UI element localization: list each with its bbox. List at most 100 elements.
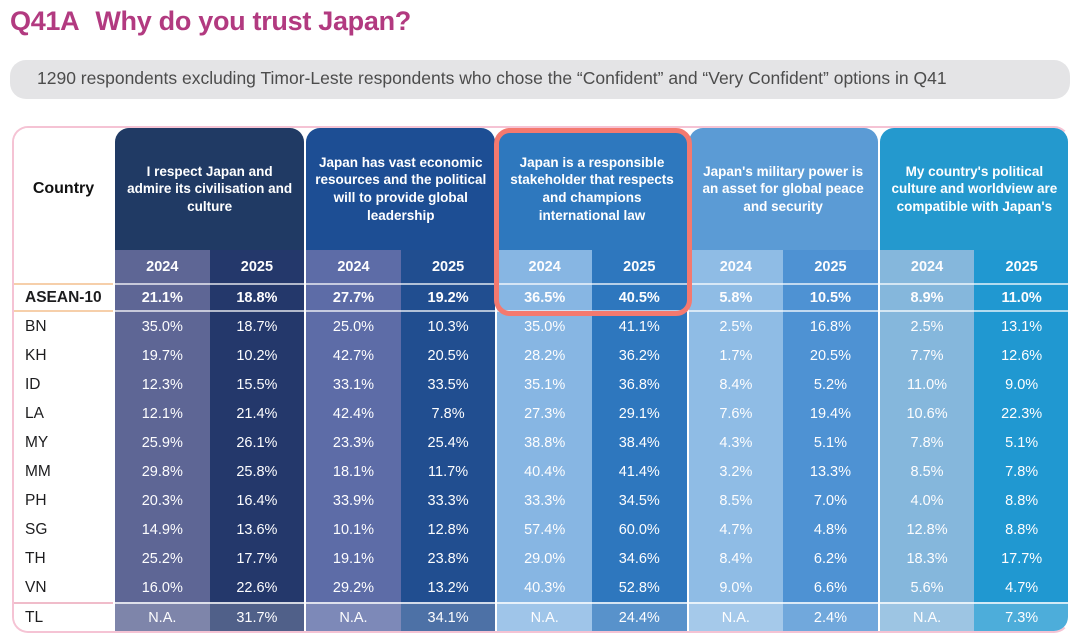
value-group: 20.3% 16.4% [115,486,305,515]
value-cell: 36.8% [591,370,687,399]
value-group: 33.9% 33.3% [306,486,496,515]
value-cell: 38.4% [591,428,687,457]
value-cell: 10.5% [783,283,878,312]
value-cell: 18.3% [879,544,975,573]
value-cell: 34.6% [591,544,687,573]
value-group: 29.0% 34.6% [497,544,687,573]
row-country-label: LA [14,399,113,428]
value-cell: 16.0% [115,573,210,602]
value-cell: 6.6% [783,573,878,602]
value-group: 19.1% 23.8% [306,544,496,573]
value-cell: 36.5% [497,283,592,312]
country-column-header: Country [14,128,113,250]
value-cell: 21.1% [115,283,210,312]
value-cell: 5.1% [783,428,878,457]
table-header-row: Country I respect Japan and admire its ci… [14,128,1068,250]
value-group: 8.5% 7.8% [879,457,1068,486]
value-cell: 35.1% [497,370,592,399]
value-cell: 3.2% [688,457,784,486]
row-country-label: PH [14,486,113,515]
value-group: 33.1% 33.5% [306,370,496,399]
table-row: KH 19.7% 10.2% 42.7% 20.5% 28.2% 36.2% 1.7% 20.5… [14,341,1068,370]
value-group: N.A. 2.4% [688,602,878,631]
value-group: 2.5% 13.1% [879,312,1068,341]
value-cell: 52.8% [591,573,687,602]
value-cell: 4.7% [688,515,784,544]
value-cell: 6.2% [783,544,878,573]
country-column-spacer [14,250,113,283]
value-cell: 7.7% [879,341,975,370]
value-group: 40.4% 41.4% [497,457,687,486]
year-group: 2024 2025 [497,250,687,283]
value-cell: 57.4% [497,515,592,544]
column-group-header: I respect Japan and admire its civilisat… [115,128,305,250]
row-country-label: MM [14,457,113,486]
row-country-label: VN [14,573,113,602]
value-cell: 4.8% [783,515,878,544]
value-cell: 8.8% [974,515,1068,544]
table-row: MY 25.9% 26.1% 23.3% 25.4% 38.8% 38.4% 4.3% 5.1%… [14,428,1068,457]
row-country-label: ID [14,370,113,399]
row-country-label: ASEAN-10 [14,283,113,312]
value-cell: 5.1% [974,428,1068,457]
value-cell: 35.0% [115,312,210,341]
table-row: SG 14.9% 13.6% 10.1% 12.8% 57.4% 60.0% 4.7% 4.8%… [14,515,1068,544]
value-group: 9.0% 6.6% [688,573,878,602]
value-cell: N.A. [115,602,210,631]
value-group: N.A. 31.7% [115,602,305,631]
value-cell: 4.3% [688,428,784,457]
value-group: 29.2% 13.2% [306,573,496,602]
value-cell: 10.2% [209,341,305,370]
respondents-note: 1290 respondents excluding Timor-Leste r… [10,60,1070,99]
value-cell: 5.6% [879,573,975,602]
value-cell: 20.5% [783,341,878,370]
year-header-cell: 2024 [306,250,401,283]
value-cell: 29.8% [115,457,210,486]
value-cell: 12.6% [974,341,1068,370]
value-group: 42.4% 7.8% [306,399,496,428]
value-cell: 33.9% [306,486,401,515]
value-cell: 5.8% [688,283,784,312]
value-cell: 28.2% [497,341,592,370]
value-cell: 13.6% [209,515,305,544]
value-group: 35.1% 36.8% [497,370,687,399]
value-cell: N.A. [497,602,592,631]
value-cell: 18.7% [209,312,305,341]
value-cell: 7.8% [400,399,496,428]
value-group: 28.2% 36.2% [497,341,687,370]
value-group: 29.8% 25.8% [115,457,305,486]
value-group: 38.8% 38.4% [497,428,687,457]
column-group-header: Japan's military power is an asset for g… [688,128,878,250]
value-group: 8.4% 6.2% [688,544,878,573]
value-cell: 33.1% [306,370,401,399]
year-group: 2024 2025 [879,250,1068,283]
value-group: 7.8% 5.1% [879,428,1068,457]
value-cell: 33.3% [400,486,496,515]
value-group: 3.2% 13.3% [688,457,878,486]
table-row: ASEAN-10 21.1% 18.8% 27.7% 19.2% 36.5% 40.5% 5.… [14,283,1068,312]
value-group: 8.9% 11.0% [879,283,1068,312]
value-cell: 20.5% [400,341,496,370]
value-cell: 42.7% [306,341,401,370]
value-cell: 25.9% [115,428,210,457]
value-cell: 36.2% [591,341,687,370]
value-cell: 11.0% [974,283,1068,312]
value-cell: 25.2% [115,544,210,573]
value-cell: 10.3% [400,312,496,341]
value-cell: 41.4% [591,457,687,486]
value-cell: 23.8% [400,544,496,573]
column-group-header: My country's political culture and world… [879,128,1068,250]
year-header-cell: 2024 [497,250,592,283]
value-cell: 16.4% [209,486,305,515]
value-cell: 23.3% [306,428,401,457]
value-cell: 60.0% [591,515,687,544]
value-cell: 8.4% [688,370,784,399]
value-group: 8.4% 5.2% [688,370,878,399]
value-group: 4.0% 8.8% [879,486,1068,515]
value-cell: 41.1% [591,312,687,341]
value-cell: 25.8% [209,457,305,486]
table-row: LA 12.1% 21.4% 42.4% 7.8% 27.3% 29.1% 7.6% 19.4%… [14,399,1068,428]
value-cell: 12.8% [400,515,496,544]
year-header-cell: 2025 [400,250,496,283]
value-cell: 19.4% [783,399,878,428]
